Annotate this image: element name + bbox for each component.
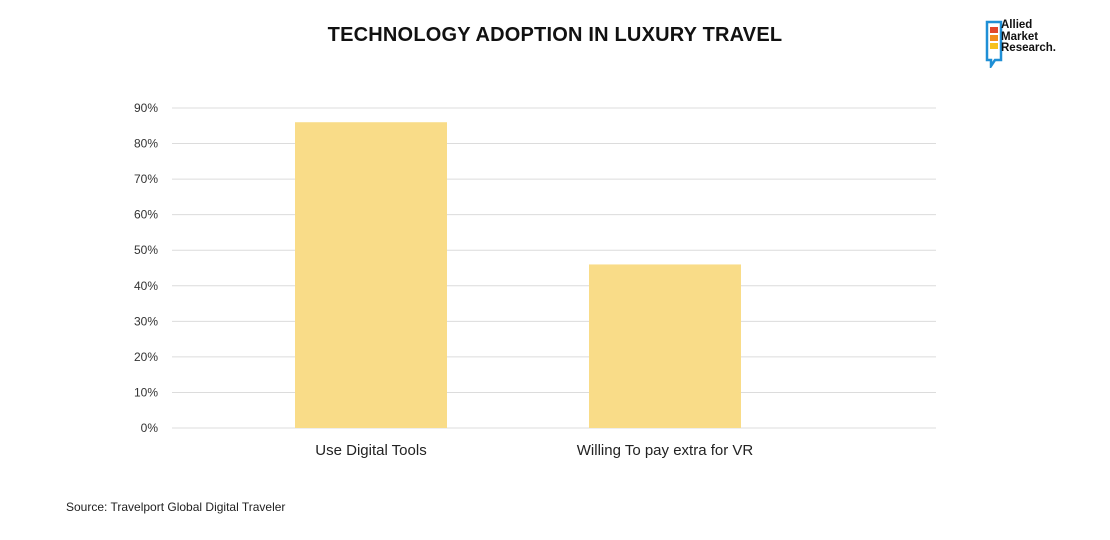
bars bbox=[295, 122, 741, 428]
y-tick-label: 10% bbox=[134, 385, 158, 399]
y-tick-label: 0% bbox=[141, 421, 159, 435]
y-tick-label: 90% bbox=[134, 101, 158, 115]
grid-lines bbox=[172, 107, 936, 429]
y-tick-label: 30% bbox=[134, 314, 158, 328]
y-tick-label: 60% bbox=[134, 208, 158, 222]
allied-market-research-logo: Allied Market Research. bbox=[985, 19, 1080, 71]
category-label: Willing To pay extra for VR bbox=[577, 442, 754, 459]
chart-title: TECHNOLOGY ADOPTION IN LUXURY TRAVEL bbox=[327, 24, 783, 46]
source-note: Source: Travelport Global Digital Travel… bbox=[66, 500, 286, 514]
logo-mark-icon bbox=[985, 20, 1003, 71]
x-axis-categories: Use Digital Tools Willing To pay extra fo… bbox=[315, 442, 753, 459]
y-tick-label: 40% bbox=[134, 279, 158, 293]
y-tick-label: 70% bbox=[134, 172, 158, 186]
bar-0 bbox=[295, 122, 447, 428]
logo-text: Allied Market Research. bbox=[1001, 19, 1056, 54]
y-tick-label: 80% bbox=[134, 137, 158, 151]
y-tick-label: 50% bbox=[134, 243, 158, 257]
bar-1 bbox=[589, 264, 741, 428]
y-axis-ticks: 0% 10% 20% 30% 40% 50% 60% 70% 80% 90% bbox=[134, 101, 158, 435]
category-label: Use Digital Tools bbox=[315, 442, 426, 459]
y-tick-label: 20% bbox=[134, 350, 158, 364]
